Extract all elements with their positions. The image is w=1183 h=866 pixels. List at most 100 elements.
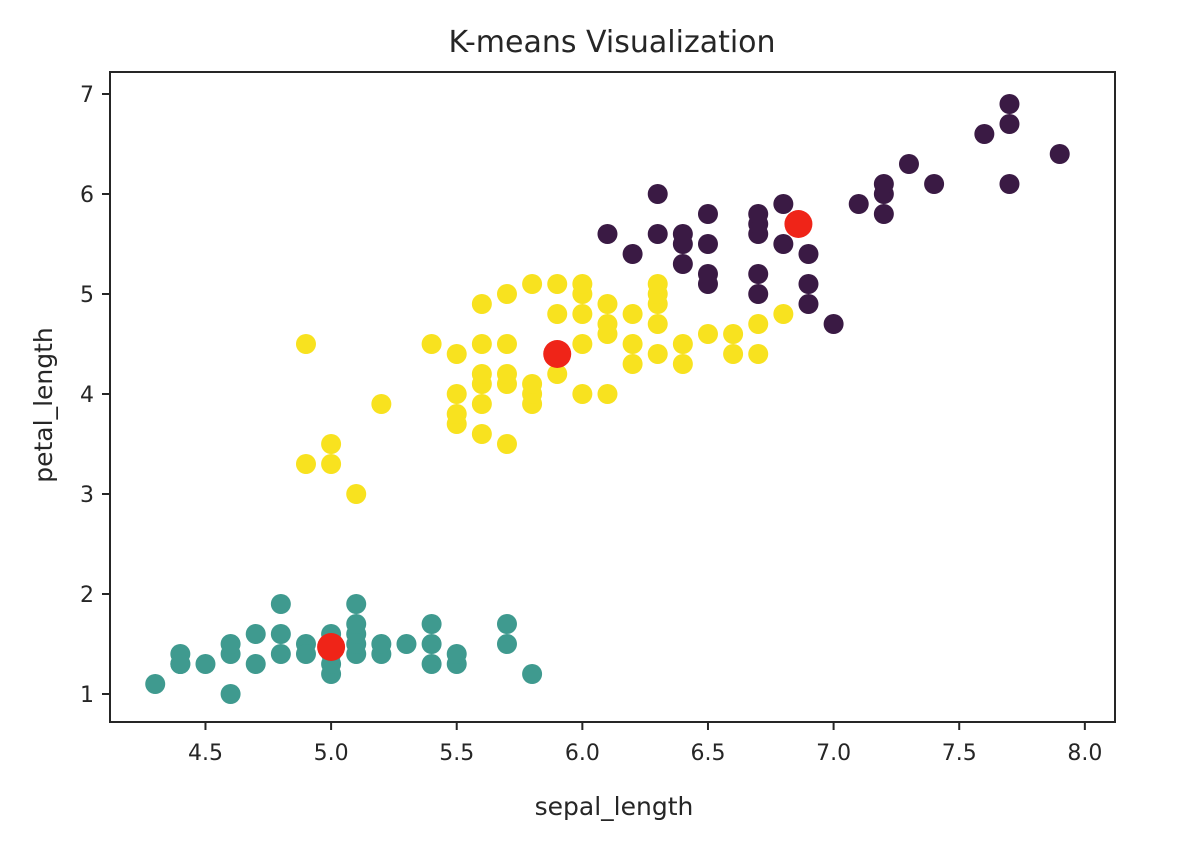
data-point	[270, 644, 291, 664]
data-point	[270, 624, 291, 644]
data-point	[622, 244, 643, 264]
data-point	[295, 454, 316, 474]
data-point	[748, 204, 769, 224]
data-point	[873, 204, 894, 224]
y-tick-label: 6	[80, 183, 94, 208]
data-point	[798, 244, 819, 264]
data-point	[647, 184, 668, 204]
data-point	[723, 344, 744, 364]
data-point	[974, 124, 995, 144]
data-point	[999, 174, 1020, 194]
data-point	[496, 284, 517, 304]
data-point	[672, 354, 693, 374]
data-point	[522, 374, 543, 394]
data-point	[647, 224, 668, 244]
data-point	[170, 654, 191, 674]
x-tick-label: 5.0	[314, 741, 349, 766]
axes: 4.5 5.0 5.5 6.0 6.5 7.0 7.5 8.0 1 2 3 4 5 6 7	[80, 71, 1116, 766]
x-tick-label: 5.5	[439, 741, 474, 766]
data-point	[245, 624, 266, 644]
data-point	[145, 674, 166, 694]
y-tick-label: 3	[80, 483, 94, 508]
data-point	[748, 314, 769, 334]
data-point	[396, 634, 417, 654]
plot-frame	[109, 71, 1116, 723]
data-point	[672, 334, 693, 354]
data-point	[321, 454, 342, 474]
centroid-point	[784, 210, 813, 238]
data-point	[220, 684, 241, 704]
data-point	[421, 654, 442, 674]
y-tick-label: 2	[80, 583, 94, 608]
data-point	[471, 334, 492, 354]
data-point	[295, 334, 316, 354]
data-point	[723, 324, 744, 344]
x-tick-label: 7.5	[942, 741, 977, 766]
data-point	[547, 304, 568, 324]
data-point	[446, 404, 467, 424]
chart-title: K-means Visualization	[448, 25, 775, 60]
data-point	[195, 654, 216, 674]
data-point	[697, 324, 718, 344]
data-point	[547, 274, 568, 294]
x-axis-title: sepal_length	[535, 792, 694, 821]
data-point	[597, 384, 618, 404]
data-point	[421, 614, 442, 634]
data-point	[572, 384, 593, 404]
data-point	[647, 274, 668, 294]
data-point	[346, 484, 367, 504]
data-point	[471, 424, 492, 444]
data-point	[597, 314, 618, 334]
data-point	[572, 334, 593, 354]
y-tick-label: 4	[80, 383, 94, 408]
data-point	[622, 304, 643, 324]
data-point	[773, 304, 794, 324]
data-point	[496, 634, 517, 654]
data-point	[622, 354, 643, 374]
data-point	[522, 664, 543, 684]
data-point	[798, 274, 819, 294]
data-point	[999, 114, 1020, 134]
y-tick-label: 7	[80, 83, 94, 108]
x-tick-label: 6.5	[690, 741, 725, 766]
data-point	[748, 264, 769, 284]
data-point	[220, 634, 241, 654]
data-point	[421, 334, 442, 354]
data-point	[496, 334, 517, 354]
data-point	[321, 434, 342, 454]
data-point	[597, 224, 618, 244]
data-point	[1049, 144, 1070, 164]
data-point	[748, 344, 769, 364]
y-axis-title: petal_length	[29, 327, 58, 483]
data-point	[672, 224, 693, 244]
data-point	[446, 644, 467, 664]
data-point	[572, 304, 593, 324]
centroid-point	[317, 633, 346, 661]
data-point	[371, 394, 392, 414]
data-point	[873, 174, 894, 194]
plot-markers	[145, 94, 1070, 704]
centroid-point	[543, 340, 572, 368]
data-point	[245, 654, 266, 674]
data-point	[848, 194, 869, 214]
data-point	[446, 344, 467, 364]
data-point	[798, 294, 819, 314]
x-tick-label: 7.0	[816, 741, 851, 766]
data-point	[547, 364, 568, 384]
data-point	[647, 314, 668, 334]
data-point	[924, 174, 945, 194]
data-point	[346, 614, 367, 634]
data-point	[773, 234, 794, 254]
data-point	[697, 234, 718, 254]
data-point	[773, 194, 794, 214]
data-point	[672, 254, 693, 274]
data-point	[572, 274, 593, 294]
data-point	[346, 594, 367, 614]
data-point	[471, 364, 492, 384]
x-tick-label: 4.5	[188, 741, 223, 766]
x-tick-label: 6.0	[565, 741, 600, 766]
data-point	[697, 264, 718, 284]
data-point	[622, 334, 643, 354]
data-point	[295, 644, 316, 664]
